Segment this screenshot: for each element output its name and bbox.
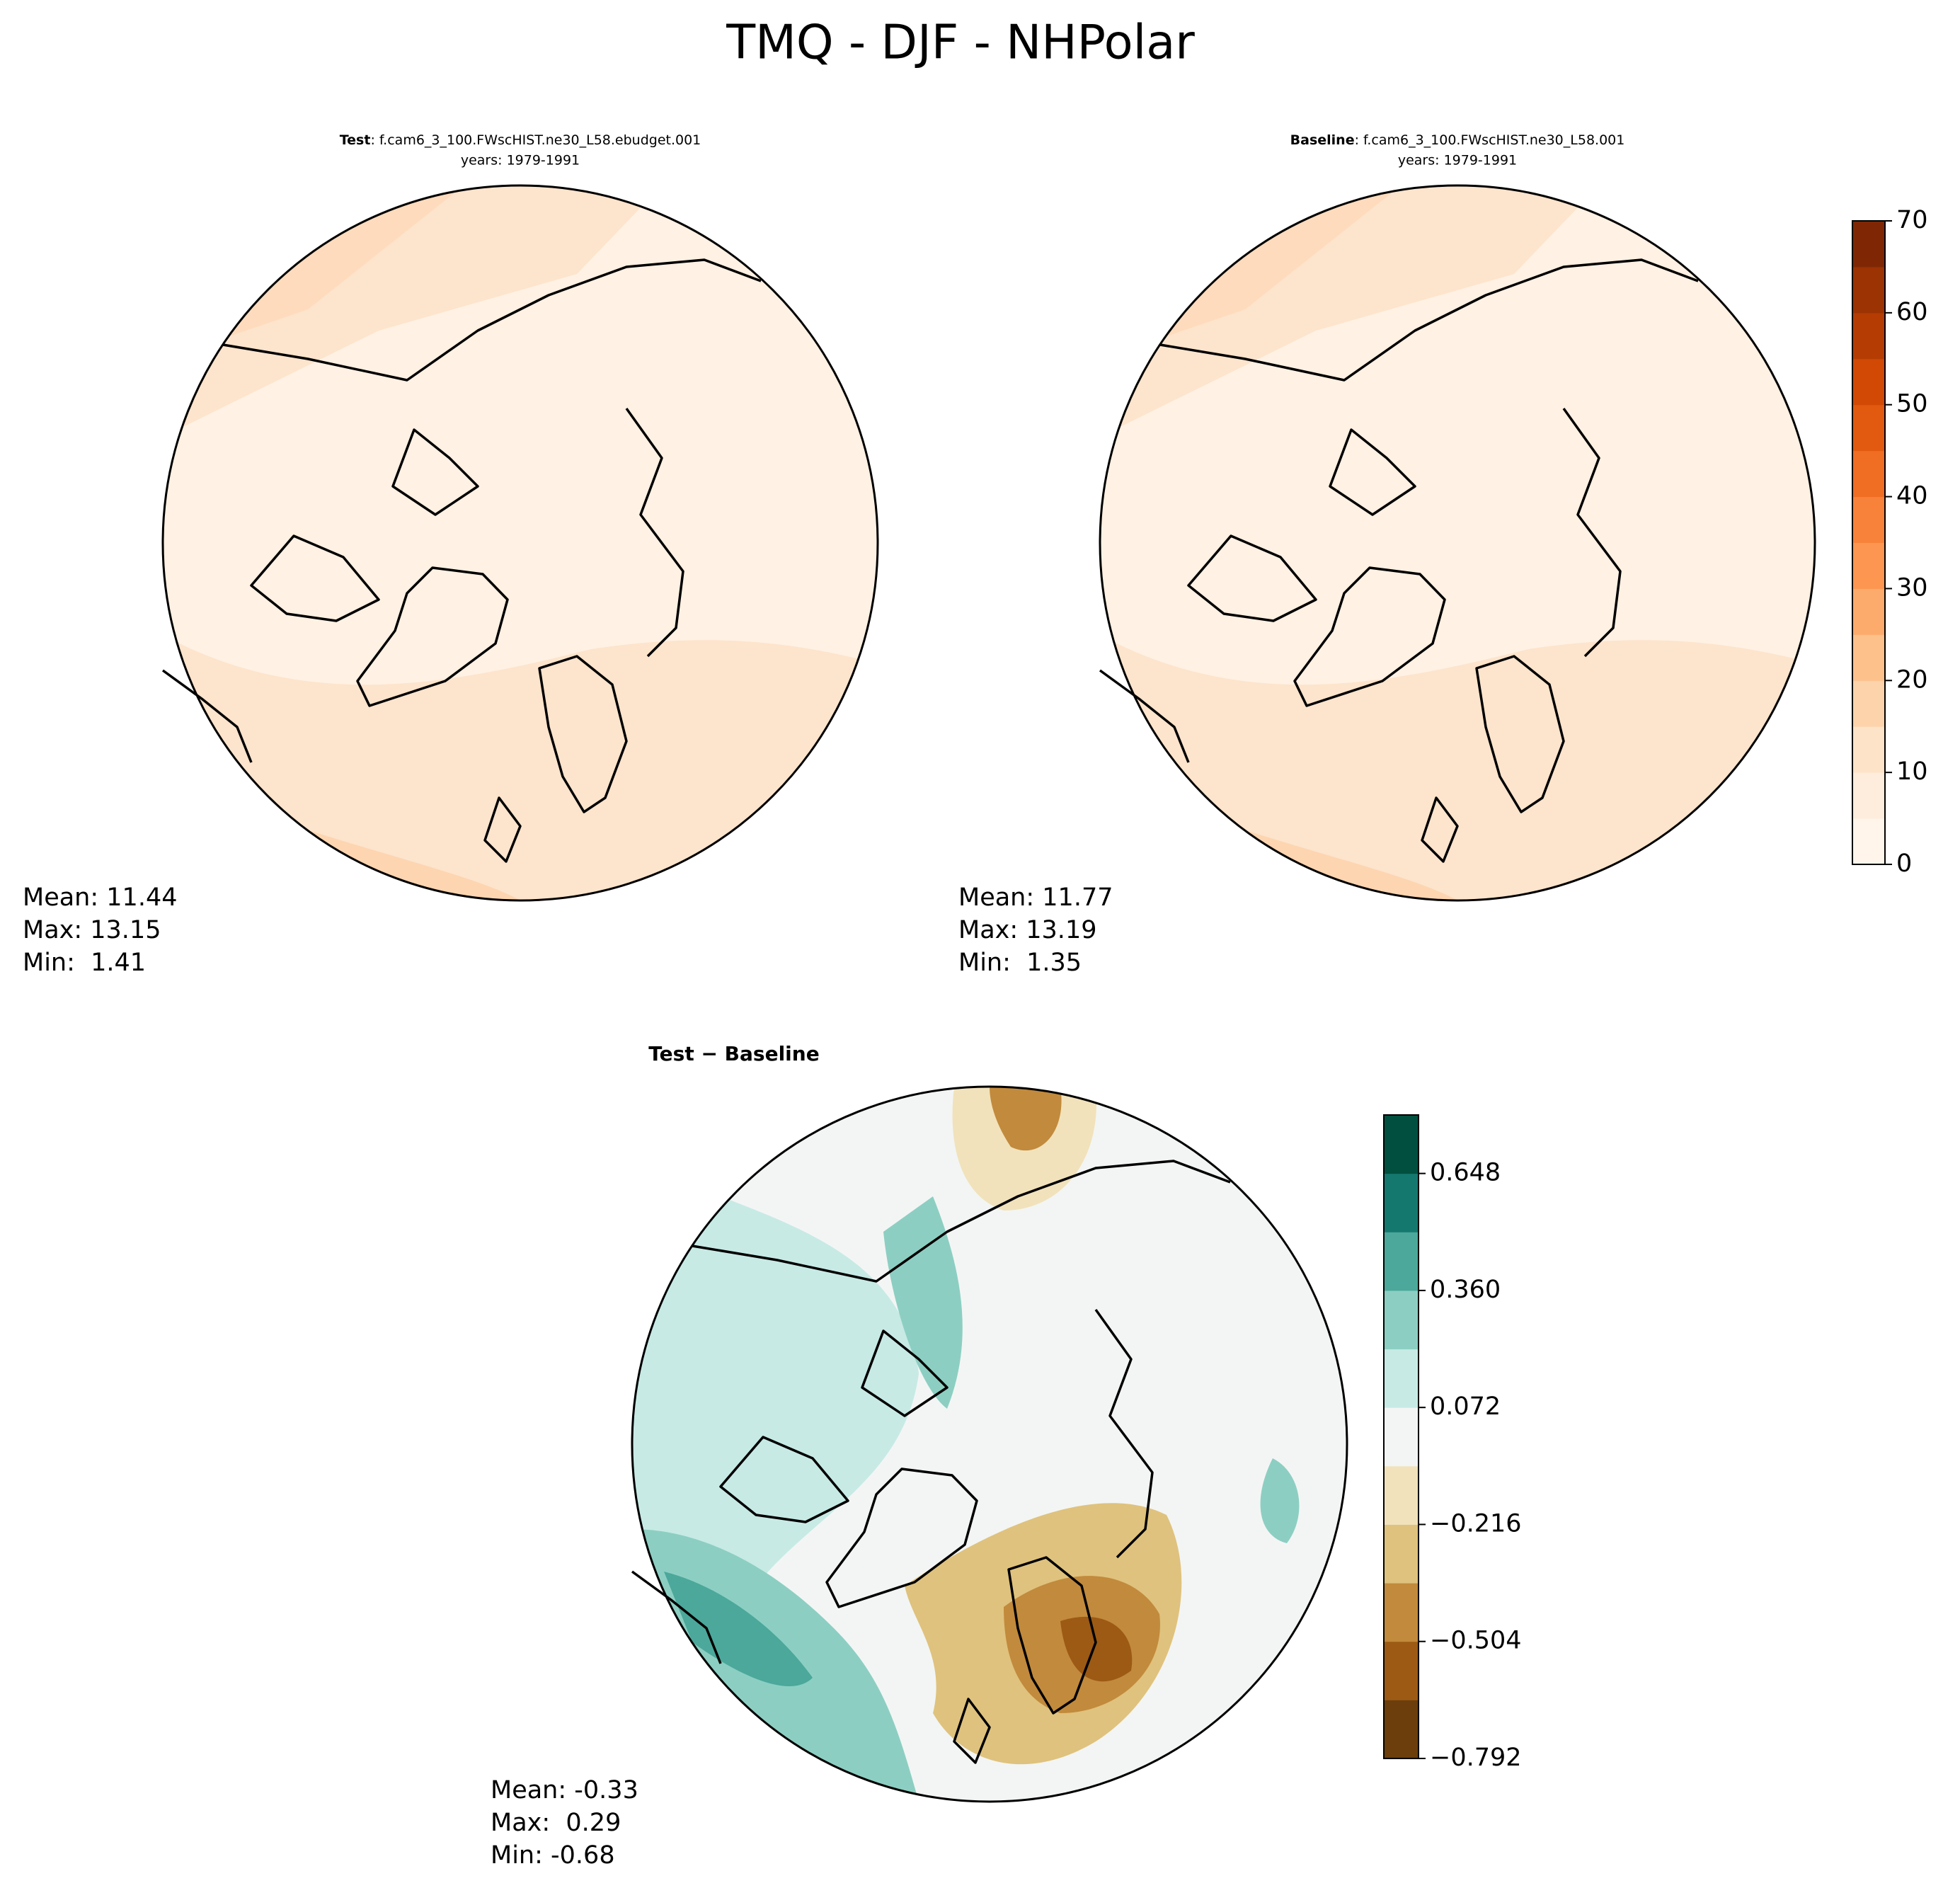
panel-subtitle: years: 1979-1991 <box>1398 153 1517 168</box>
map-fill <box>163 185 878 900</box>
colorbar-tick-label: 70 <box>1896 206 1928 234</box>
colorbar-tick-label: 30 <box>1896 573 1928 602</box>
colorbar-tick-label: 60 <box>1896 298 1928 326</box>
colorbar-tick-label: 0.072 <box>1430 1392 1501 1421</box>
stat-text: Mean: -0.33 <box>491 1776 638 1804</box>
stat-text: Max: 13.15 <box>23 916 161 944</box>
figure-title: TMQ - DJF - NHPolar <box>726 15 1195 70</box>
colorbar-band <box>1852 358 1885 406</box>
colorbar-band <box>1852 726 1885 773</box>
colorbar-band <box>1852 818 1885 865</box>
stat-text: Max: 13.19 <box>958 916 1096 944</box>
colorbar-band <box>1852 221 1885 268</box>
panel-label: Baseline <box>1290 132 1355 148</box>
colorbar-tick-label: 0.360 <box>1430 1276 1501 1304</box>
colorbar-band <box>1384 1641 1419 1700</box>
stat-text: Min: 1.41 <box>23 949 146 977</box>
map-fill <box>632 1087 1347 1802</box>
colorbar-band <box>1384 1290 1419 1350</box>
panel-title: Test: f.cam6_3_100.FWscHIST.ne30_L58.ebu… <box>340 132 701 148</box>
map-fill <box>1100 185 1815 900</box>
colorbar-frame <box>1383 1114 1419 1759</box>
colorbar-band <box>1852 772 1885 819</box>
colorbar-frame <box>1852 220 1886 865</box>
panel-title: Baseline: f.cam6_3_100.FWscHIST.ne30_L58… <box>1290 132 1625 148</box>
map-panel <box>161 184 879 902</box>
colorbar-band <box>1852 680 1885 727</box>
colorbar-tick-label: 50 <box>1896 390 1928 418</box>
colorbar-band <box>1384 1349 1419 1408</box>
stat-text: Min: -0.68 <box>491 1841 615 1870</box>
colorbar-band <box>1852 496 1885 543</box>
stat-text: Mean: 11.77 <box>958 883 1113 912</box>
colorbar-tick-label: −0.792 <box>1430 1744 1522 1772</box>
map-boundary <box>1099 184 1816 902</box>
colorbar-tick-label: 0.648 <box>1430 1159 1501 1187</box>
colorbar-band <box>1384 1173 1419 1232</box>
map-panel <box>631 1085 1348 1803</box>
map-boundary <box>161 184 879 902</box>
colorbar-tick-label: −0.504 <box>1430 1627 1522 1655</box>
colorbar-band <box>1852 450 1885 498</box>
colorbar-tick-label: 0 <box>1896 849 1912 878</box>
colorbar-tick-label: 10 <box>1896 757 1928 786</box>
colorbar-band <box>1852 588 1885 635</box>
panel-title: Test − Baseline <box>648 1042 819 1065</box>
stat-text: Mean: 11.44 <box>23 883 177 912</box>
panel-label: Test <box>340 132 371 148</box>
colorbar-band <box>1384 1583 1419 1642</box>
panel-subtitle: years: 1979-1991 <box>461 153 580 168</box>
stat-text: Min: 1.35 <box>958 949 1082 977</box>
map-panel <box>1099 184 1816 902</box>
colorbar-tick-label: −0.216 <box>1430 1509 1522 1538</box>
stat-text: Max: 0.29 <box>491 1809 621 1837</box>
colorbar-band <box>1384 1407 1419 1467</box>
colorbar-band <box>1852 634 1885 681</box>
map-boundary <box>631 1085 1348 1803</box>
colorbar-band <box>1852 312 1885 360</box>
colorbar-band <box>1384 1700 1419 1759</box>
colorbar-tick-label: 40 <box>1896 482 1928 510</box>
colorbar-band <box>1852 542 1885 589</box>
colorbar-band <box>1852 404 1885 452</box>
colorbar-band <box>1852 266 1885 314</box>
colorbar-band <box>1384 1232 1419 1291</box>
panel-case: : f.cam6_3_100.FWscHIST.ne30_L58.ebudget… <box>370 132 701 148</box>
panel-case: : f.cam6_3_100.FWscHIST.ne30_L58.001 <box>1355 132 1625 148</box>
colorbar-tick-label: 20 <box>1896 665 1928 694</box>
colorbar-band <box>1384 1115 1419 1174</box>
colorbar-band <box>1384 1524 1419 1584</box>
colorbar-band <box>1384 1465 1419 1525</box>
